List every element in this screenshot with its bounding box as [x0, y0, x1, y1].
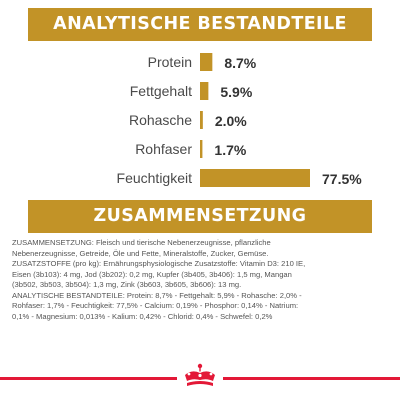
category-label: Rohasche: [129, 112, 192, 128]
composition-line: Rohfaser: 1,7% - Feuchtigkeit: 77,5% - C…: [12, 301, 299, 310]
composition-line: ZUSATZSTOFFE (pro kg): Ernährungsphysiol…: [12, 259, 306, 268]
composition-line: 0,1% - Magnesium: 0,013% - Kalium: 0,42%…: [12, 311, 273, 321]
bar: [200, 169, 310, 187]
bar: [200, 111, 203, 129]
crown-logo-icon: [177, 361, 223, 397]
composition-line: Nebenerzeugnisse, Getreide, Öle und Fett…: [12, 248, 269, 258]
nutrient-bar-chart: Protein 8.7% Fettgehalt 5.9% Rohasche 2.0% Roh…: [117, 53, 362, 187]
bar: [200, 53, 213, 71]
composition-line: ZUSAMMENSETZUNG: Fleisch und tierische N…: [12, 238, 271, 247]
value-label: 1.7%: [214, 142, 246, 158]
category-label: Rohfaser: [135, 141, 192, 157]
composition-title-banner: ZUSAMMENSETZUNG: [28, 200, 372, 233]
composition-text: ZUSAMMENSETZUNG: Fleisch und tierische N…: [12, 238, 392, 322]
composition-line: Eisen (3b103): 4 mg, Jod (3b202): 0,2 mg…: [12, 269, 292, 279]
value-label: 77.5%: [322, 171, 362, 187]
category-label: Protein: [148, 54, 192, 70]
bar: [200, 140, 203, 158]
composition-line: ANALYTISCHE BESTANDTEILE: Protein: 8,7% …: [12, 290, 302, 300]
bar: [200, 82, 209, 100]
value-label: 8.7%: [224, 55, 256, 71]
value-label: 5.9%: [220, 84, 252, 100]
analysis-title-banner: ANALYTISCHE BESTANDTEILE: [28, 8, 372, 41]
category-label: Fettgehalt: [130, 83, 192, 99]
value-label: 2.0%: [215, 113, 247, 129]
composition-line: (3b502, 3b503, 3b504): 1,3 mg, Zink (3b6…: [12, 280, 242, 289]
category-label: Feuchtigkeit: [117, 170, 193, 186]
